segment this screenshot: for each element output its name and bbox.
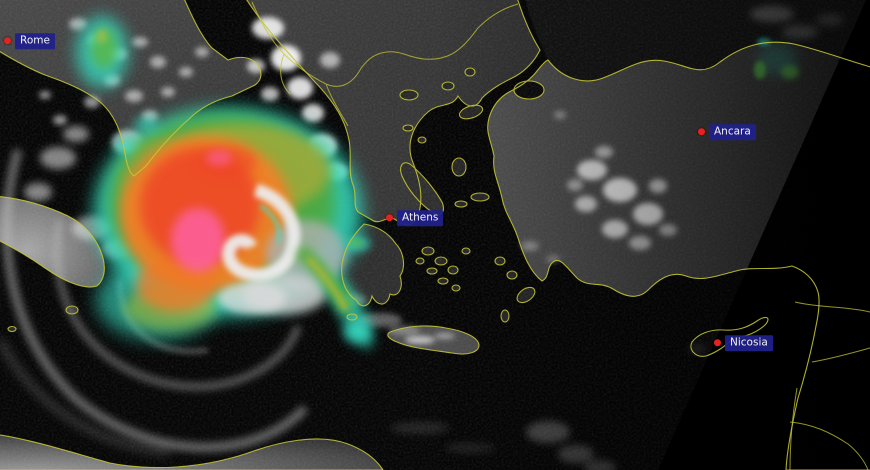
border-layer <box>251 1 870 470</box>
city-dot-icon[interactable] <box>698 128 705 136</box>
city-label: Ancara <box>709 124 756 140</box>
city-marker-nicosia[interactable]: Nicosia <box>714 335 773 351</box>
city-marker-athens[interactable]: Athens <box>386 210 444 226</box>
city-dot-icon[interactable] <box>386 214 393 222</box>
night-terminator <box>658 0 870 470</box>
city-label: Rome <box>15 33 55 49</box>
city-dot-icon[interactable] <box>4 37 11 45</box>
city-label: Athens <box>397 210 444 226</box>
city-marker-ancara[interactable]: Ancara <box>698 124 756 140</box>
city-marker-rome[interactable]: Rome <box>4 33 55 49</box>
city-label: Nicosia <box>725 335 773 351</box>
city-dot-icon[interactable] <box>714 339 721 347</box>
